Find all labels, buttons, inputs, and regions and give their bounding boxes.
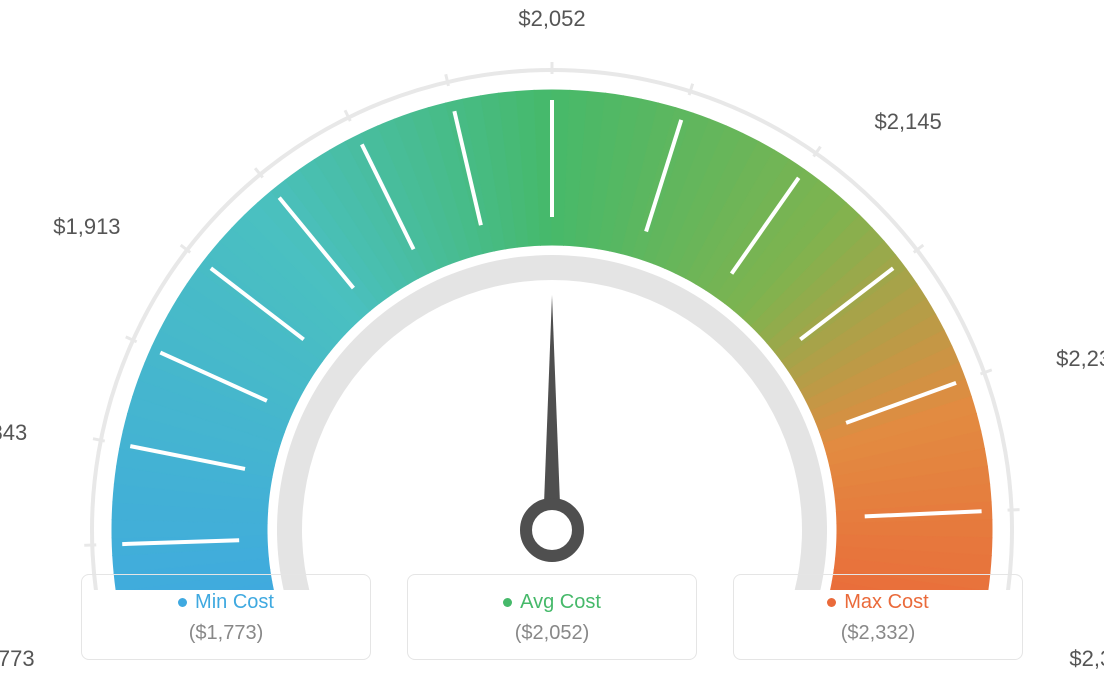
gauge-tick-label: $2,145 xyxy=(874,109,941,135)
gauge-tick-label: $2,332 xyxy=(1069,646,1104,672)
chart-container: $1,773 $1,843 $1,913 $2,052 $2,145 $2,238 $2,3… xyxy=(0,0,1104,690)
legend-label: Min Cost xyxy=(195,591,274,614)
legend-title: Max Cost xyxy=(827,591,928,614)
gauge-needle xyxy=(543,295,561,530)
legend-label: Avg Cost xyxy=(520,591,601,614)
legend-dot-icon xyxy=(178,598,187,607)
gauge-tick-label: $1,843 xyxy=(0,420,27,446)
legend-dot-icon xyxy=(503,598,512,607)
gauge-tick-label: $1,773 xyxy=(0,646,35,672)
legend-value: ($2,052) xyxy=(418,622,686,645)
legend-card-avg: Avg Cost ($2,052) xyxy=(407,574,697,660)
gauge-pivot xyxy=(526,504,578,556)
legend-label: Max Cost xyxy=(844,591,928,614)
legend-card-min: Min Cost ($1,773) xyxy=(81,574,371,660)
gauge-tick-label: $2,238 xyxy=(1056,346,1104,372)
gauge-tick-label: $2,052 xyxy=(518,6,585,32)
gauge-area: $1,773$1,843$1,913$2,052$2,145$2,238$2,3… xyxy=(0,0,1104,560)
legend-card-max: Max Cost ($2,332) xyxy=(733,574,1023,660)
legend-title: Min Cost xyxy=(178,591,274,614)
legend-title: Avg Cost xyxy=(503,591,601,614)
legend-value: ($1,773) xyxy=(92,622,360,645)
gauge-tick-label: $1,913 xyxy=(53,214,120,240)
legend-value: ($2,332) xyxy=(744,622,1012,645)
legend-row: Min Cost ($1,773) Avg Cost ($2,052) Max Cost… xyxy=(81,574,1023,660)
legend-dot-icon xyxy=(827,598,836,607)
